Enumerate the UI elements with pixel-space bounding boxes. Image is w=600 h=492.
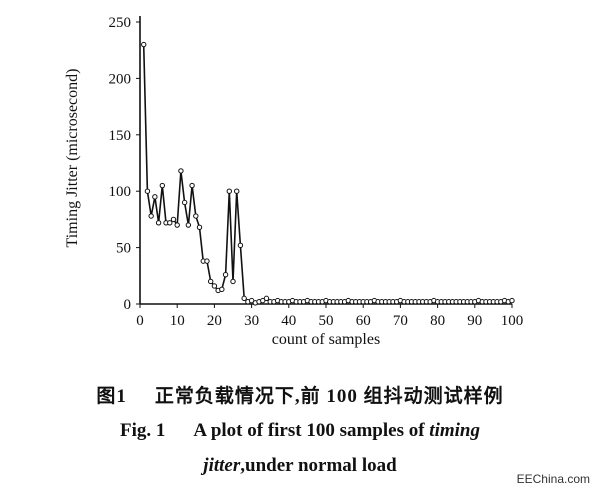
data-point	[189, 182, 195, 189]
x-tick-label: 10	[170, 313, 185, 329]
caption-chinese: 图1 正常负载情况下,前 100 组抖动测试样例	[0, 381, 600, 408]
data-point	[167, 220, 173, 226]
watermark: EEChina.com	[516, 472, 590, 486]
data-point	[178, 168, 184, 174]
series-group	[141, 41, 515, 306]
data-point	[204, 258, 210, 264]
caption-english-text-b: timing	[429, 420, 480, 441]
data-point	[260, 297, 266, 304]
series-line	[142, 44, 513, 304]
x-tick-label: 0	[136, 313, 144, 329]
data-point	[152, 194, 158, 200]
data-point	[219, 286, 225, 293]
y-axis-ticks: 0 50 100 150 200 250	[109, 15, 140, 313]
data-point	[193, 213, 199, 219]
data-point	[174, 222, 180, 228]
x-tick-label: 30	[244, 313, 259, 329]
data-point	[144, 188, 151, 194]
data-point	[155, 220, 162, 226]
data-point	[226, 188, 232, 194]
y-tick-label: 250	[109, 15, 132, 31]
y-tick-label: 50	[116, 241, 131, 257]
data-point	[241, 295, 247, 302]
x-tick-label: 50	[319, 313, 334, 329]
plot-area	[139, 16, 512, 305]
x-tick-label: 60	[356, 313, 371, 329]
data-point	[185, 222, 192, 228]
x-tick-label: 40	[281, 313, 296, 329]
caption-english-number: Fig. 1	[120, 420, 166, 441]
data-point	[141, 41, 147, 48]
x-tick-label: 90	[467, 313, 482, 329]
data-point	[234, 188, 240, 194]
caption-english-text-c: jitter	[203, 455, 241, 476]
data-point	[211, 283, 218, 289]
data-point	[159, 182, 166, 189]
x-axis-title: count of samples	[272, 331, 380, 348]
data-point	[263, 295, 270, 302]
y-tick-label: 200	[109, 71, 132, 87]
data-point	[509, 297, 515, 304]
y-tick-label: 100	[109, 184, 132, 200]
data-point	[222, 271, 229, 278]
caption-english-text-a: A plot of first 100 samples of	[193, 420, 430, 441]
y-axis-title: Timing Jitter (microsecond)	[64, 69, 81, 248]
y-tick-label: 0	[124, 297, 132, 313]
data-point	[181, 199, 188, 206]
x-tick-label: 70	[393, 313, 408, 329]
y-tick-label: 150	[109, 128, 132, 144]
data-point	[207, 278, 214, 285]
jitter-line-chart: 0 10 20 30 40 50 60 70 80 90 100 0 50 100 150 200 250 c…	[64, 15, 523, 348]
x-tick-label: 80	[430, 313, 445, 329]
x-axis-ticks: 0 10 20 30 40 50 60 70 80 90 100	[136, 304, 523, 329]
data-point	[196, 224, 203, 230]
data-point	[148, 213, 154, 219]
data-point	[237, 242, 244, 249]
caption-chinese-number: 图1	[96, 386, 127, 407]
caption-english-line1: Fig. 1 A plot of first 100 samples of tim…	[0, 420, 600, 442]
data-point	[170, 216, 177, 223]
data-point	[230, 278, 236, 285]
caption-chinese-text: 正常负载情况下,前 100 组抖动测试样例	[154, 386, 504, 407]
x-tick-label: 20	[207, 313, 222, 329]
caption-english-text-d: ,under normal load	[240, 455, 397, 476]
data-point	[248, 297, 255, 304]
caption-english-line2: jitter,under normal load	[0, 455, 600, 477]
x-tick-label: 100	[501, 313, 524, 329]
